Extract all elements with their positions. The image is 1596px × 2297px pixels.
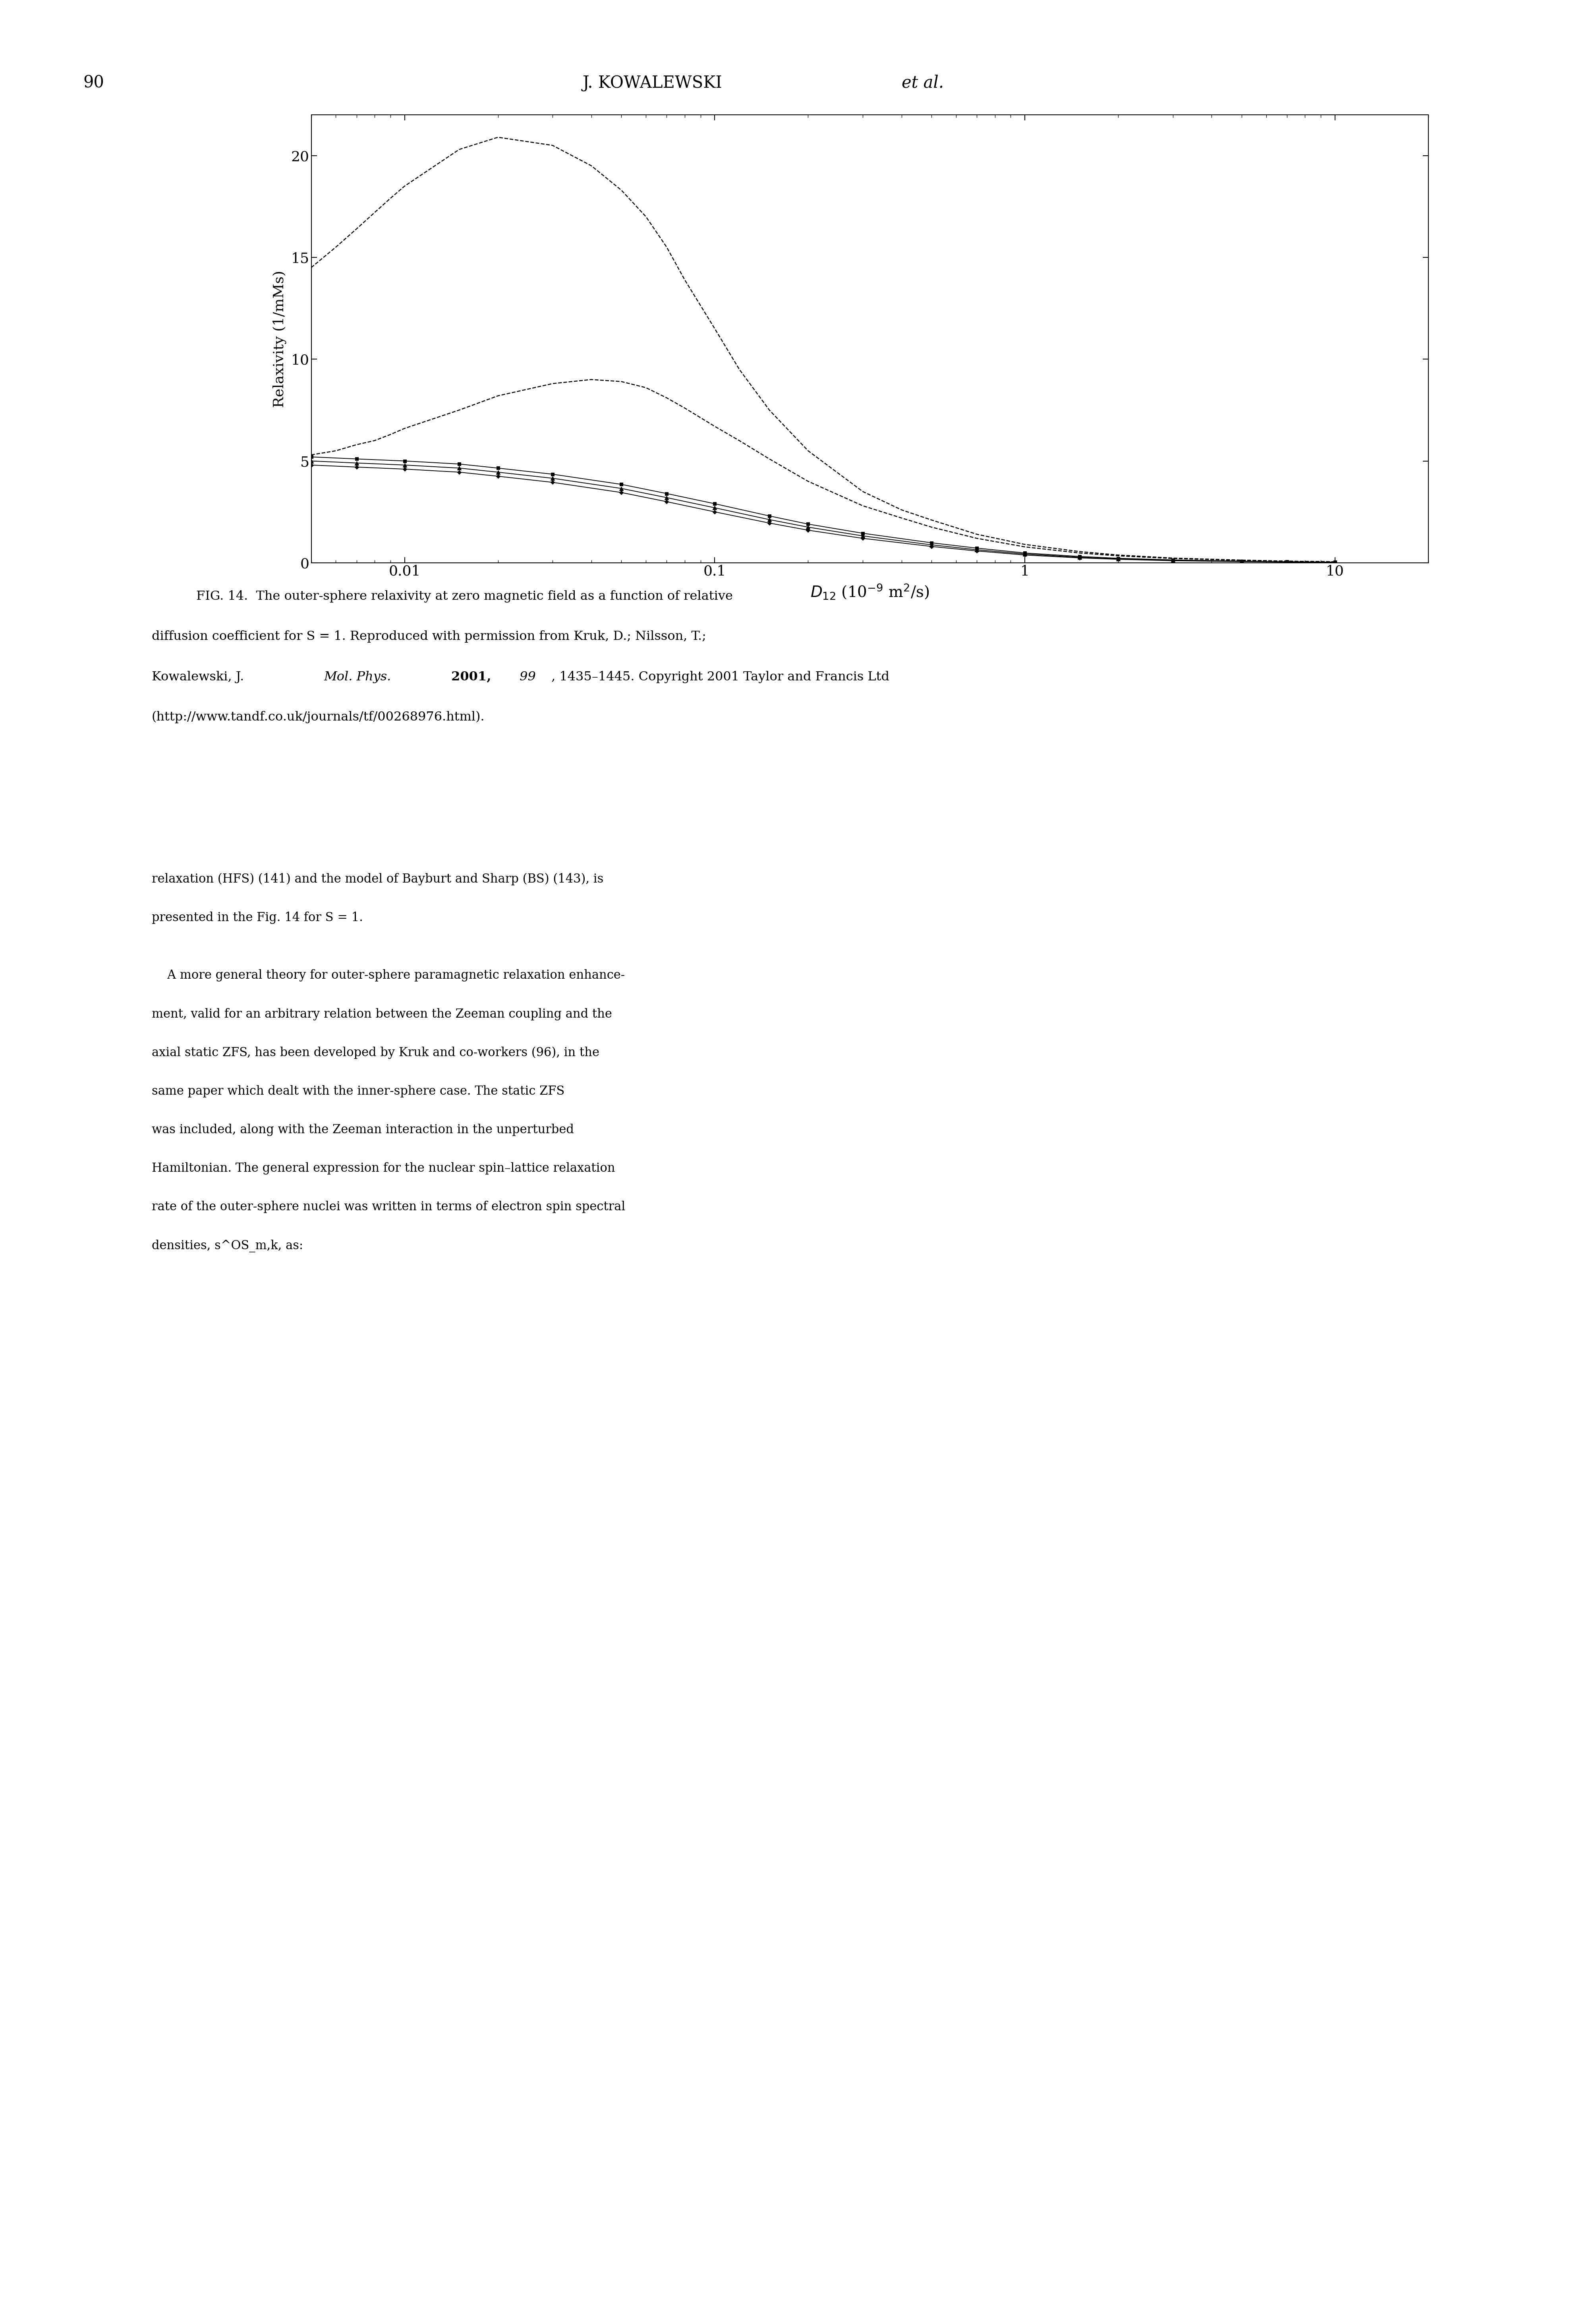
Text: , 1435–1445. Copyright 2001 Taylor and Francis Ltd: , 1435–1445. Copyright 2001 Taylor and F… (547, 671, 889, 682)
Text: relaxation (HFS) (141) and the model of Bayburt and Sharp (BS) (143), is: relaxation (HFS) (141) and the model of … (152, 873, 603, 884)
Text: 90: 90 (83, 74, 104, 92)
Text: axial static ZFS, has been developed by Kruk and co-workers (96), in the: axial static ZFS, has been developed by … (152, 1047, 599, 1059)
Text: et al.: et al. (902, 74, 943, 92)
Text: A more general theory for outer-sphere paramagnetic relaxation enhance-: A more general theory for outer-sphere p… (152, 969, 624, 981)
Text: (http://www.tandf.co.uk/journals/tf/00268976.html).: (http://www.tandf.co.uk/journals/tf/0026… (152, 710, 485, 724)
Text: Kowalewski, J.: Kowalewski, J. (152, 671, 247, 682)
Y-axis label: Relaxivity (1/mMs): Relaxivity (1/mMs) (273, 271, 287, 407)
Text: same paper which dealt with the inner-sphere case. The static ZFS: same paper which dealt with the inner-sp… (152, 1084, 565, 1098)
Text: FIG. 14.  The outer-sphere relaxivity at zero magnetic field as a function of re: FIG. 14. The outer-sphere relaxivity at … (196, 590, 733, 602)
Text: rate of the outer-sphere nuclei was written in terms of electron spin spectral: rate of the outer-sphere nuclei was writ… (152, 1201, 626, 1213)
Text: diffusion coefficient for S = 1. Reproduced with permission from Kruk, D.; Nilss: diffusion coefficient for S = 1. Reprodu… (152, 629, 705, 643)
Text: Mol. Phys.: Mol. Phys. (324, 671, 391, 682)
Text: 99: 99 (516, 671, 536, 682)
Text: was included, along with the Zeeman interaction in the unperturbed: was included, along with the Zeeman inte… (152, 1123, 575, 1137)
Text: J. KOWALEWSKI: J. KOWALEWSKI (583, 74, 723, 92)
X-axis label: $D_{12}$ (10$^{-9}$ m$^2$/s): $D_{12}$ (10$^{-9}$ m$^2$/s) (811, 583, 929, 600)
Text: 2001,: 2001, (447, 671, 492, 682)
Text: ment, valid for an arbitrary relation between the Zeeman coupling and the: ment, valid for an arbitrary relation be… (152, 1008, 611, 1020)
Text: Hamiltonian. The general expression for the nuclear spin–lattice relaxation: Hamiltonian. The general expression for … (152, 1162, 614, 1174)
Text: densities, s^OS_m,k, as:: densities, s^OS_m,k, as: (152, 1240, 303, 1252)
Text: presented in the Fig. 14 for S = 1.: presented in the Fig. 14 for S = 1. (152, 912, 362, 923)
